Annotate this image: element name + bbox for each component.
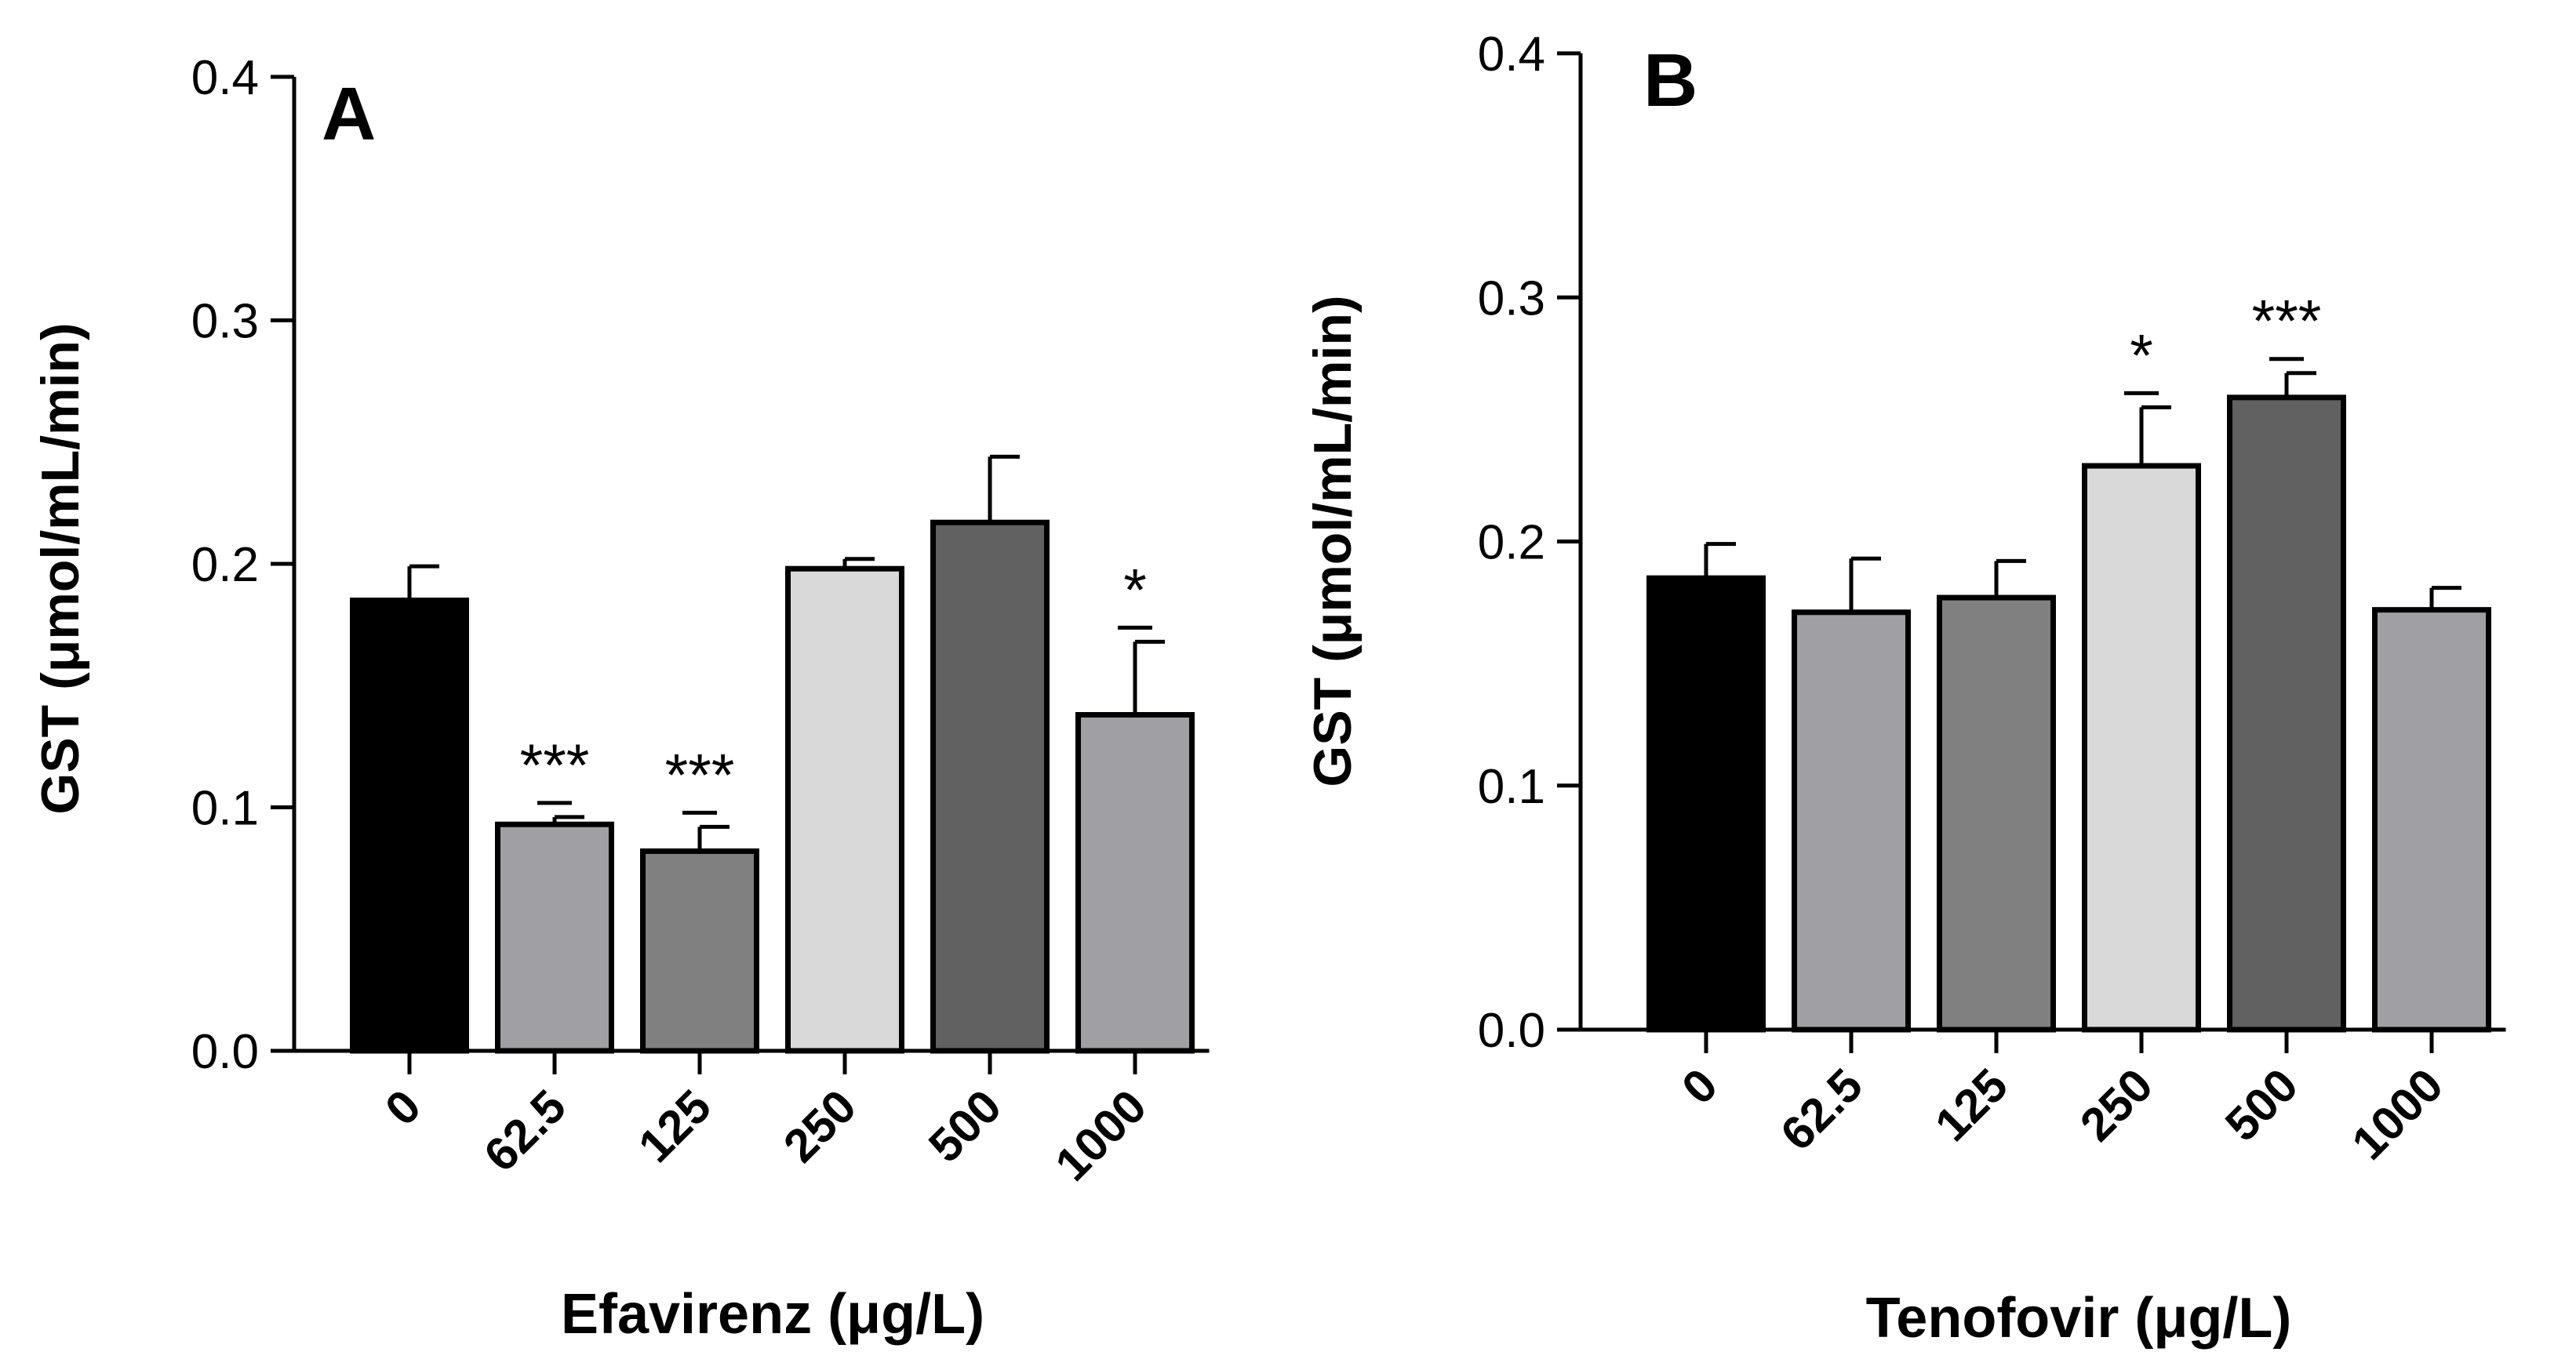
panel-b-bar-250 [2082, 463, 2201, 1033]
panel-a-y-tick-label: 0.2 [191, 538, 259, 592]
panel-a-bars [350, 454, 1195, 1054]
panel-b-significance-marker: *** [2252, 289, 2322, 355]
panel-a-y-axis-label: GST (μmol/mL/min) [31, 322, 90, 814]
panel-b-x-axis-label: Tenofovir (μg/L) [1866, 1287, 2292, 1350]
panel-a-bar-0 [350, 598, 469, 1054]
panel-a-y-tick-label: 0.1 [191, 782, 259, 836]
panel-a-label: A [322, 72, 376, 156]
panel-a-bar-1000 [1075, 712, 1195, 1054]
panel-b-y-axis-label: GST (μmol/mL/min) [1303, 295, 1363, 787]
panel-a: 0.00.10.20.30.4 0 62.5 125 250 500 1000 *** **… [31, 51, 1210, 1346]
panel-a-y-tick-label: 0.3 [191, 295, 259, 349]
panel-a-bar-62-5 [495, 821, 614, 1054]
panel-b-bars [1646, 371, 2491, 1033]
panel-b-label: B [1643, 38, 1697, 122]
panel-a-bar-250 [785, 565, 904, 1054]
panel-a-y-tick-label: 0.0 [191, 1025, 259, 1079]
panel-b-bar-125 [1937, 594, 2056, 1033]
panel-a-bar-125 [640, 848, 759, 1054]
panel-a-significance-marker: * [1123, 557, 1147, 623]
panel-b-significance: **** [2124, 289, 2322, 395]
panel-b-y-tick-label: 0.4 [1478, 27, 1545, 82]
panel-a-x-axis-label: Efavirenz (μg/L) [561, 1283, 984, 1346]
panel-b-bar-62-5 [1792, 609, 1911, 1033]
panel-a-significance-marker: *** [520, 732, 590, 799]
panel-b-bar-1000 [2372, 607, 2491, 1033]
panel-a-y-ticks: 0.0 0.1 0.2 0.3 0.4 [191, 51, 294, 1079]
panel-b-bar-500 [2227, 394, 2346, 1033]
panel-a-bar-500 [930, 519, 1050, 1054]
panel-b-bar-0 [1646, 575, 1766, 1033]
panel-b-y-tick-label: 0.2 [1478, 516, 1545, 570]
panel-b-significance-marker: * [2130, 322, 2153, 389]
panel-b-y-tick-label: 0.3 [1478, 271, 1545, 325]
panel-a-y-tick-label: 0.4 [191, 51, 259, 105]
panel-b-y-tick-label: 0.0 [1478, 1004, 1545, 1058]
panel-a-significance-marker: *** [665, 742, 735, 809]
panel-b-y-ticks: 0.0 0.1 0.2 0.3 0.4 [1478, 27, 1581, 1058]
panel-b-y-tick-label: 0.1 [1478, 760, 1545, 814]
panel-a-significance: *** **** [520, 557, 1152, 815]
